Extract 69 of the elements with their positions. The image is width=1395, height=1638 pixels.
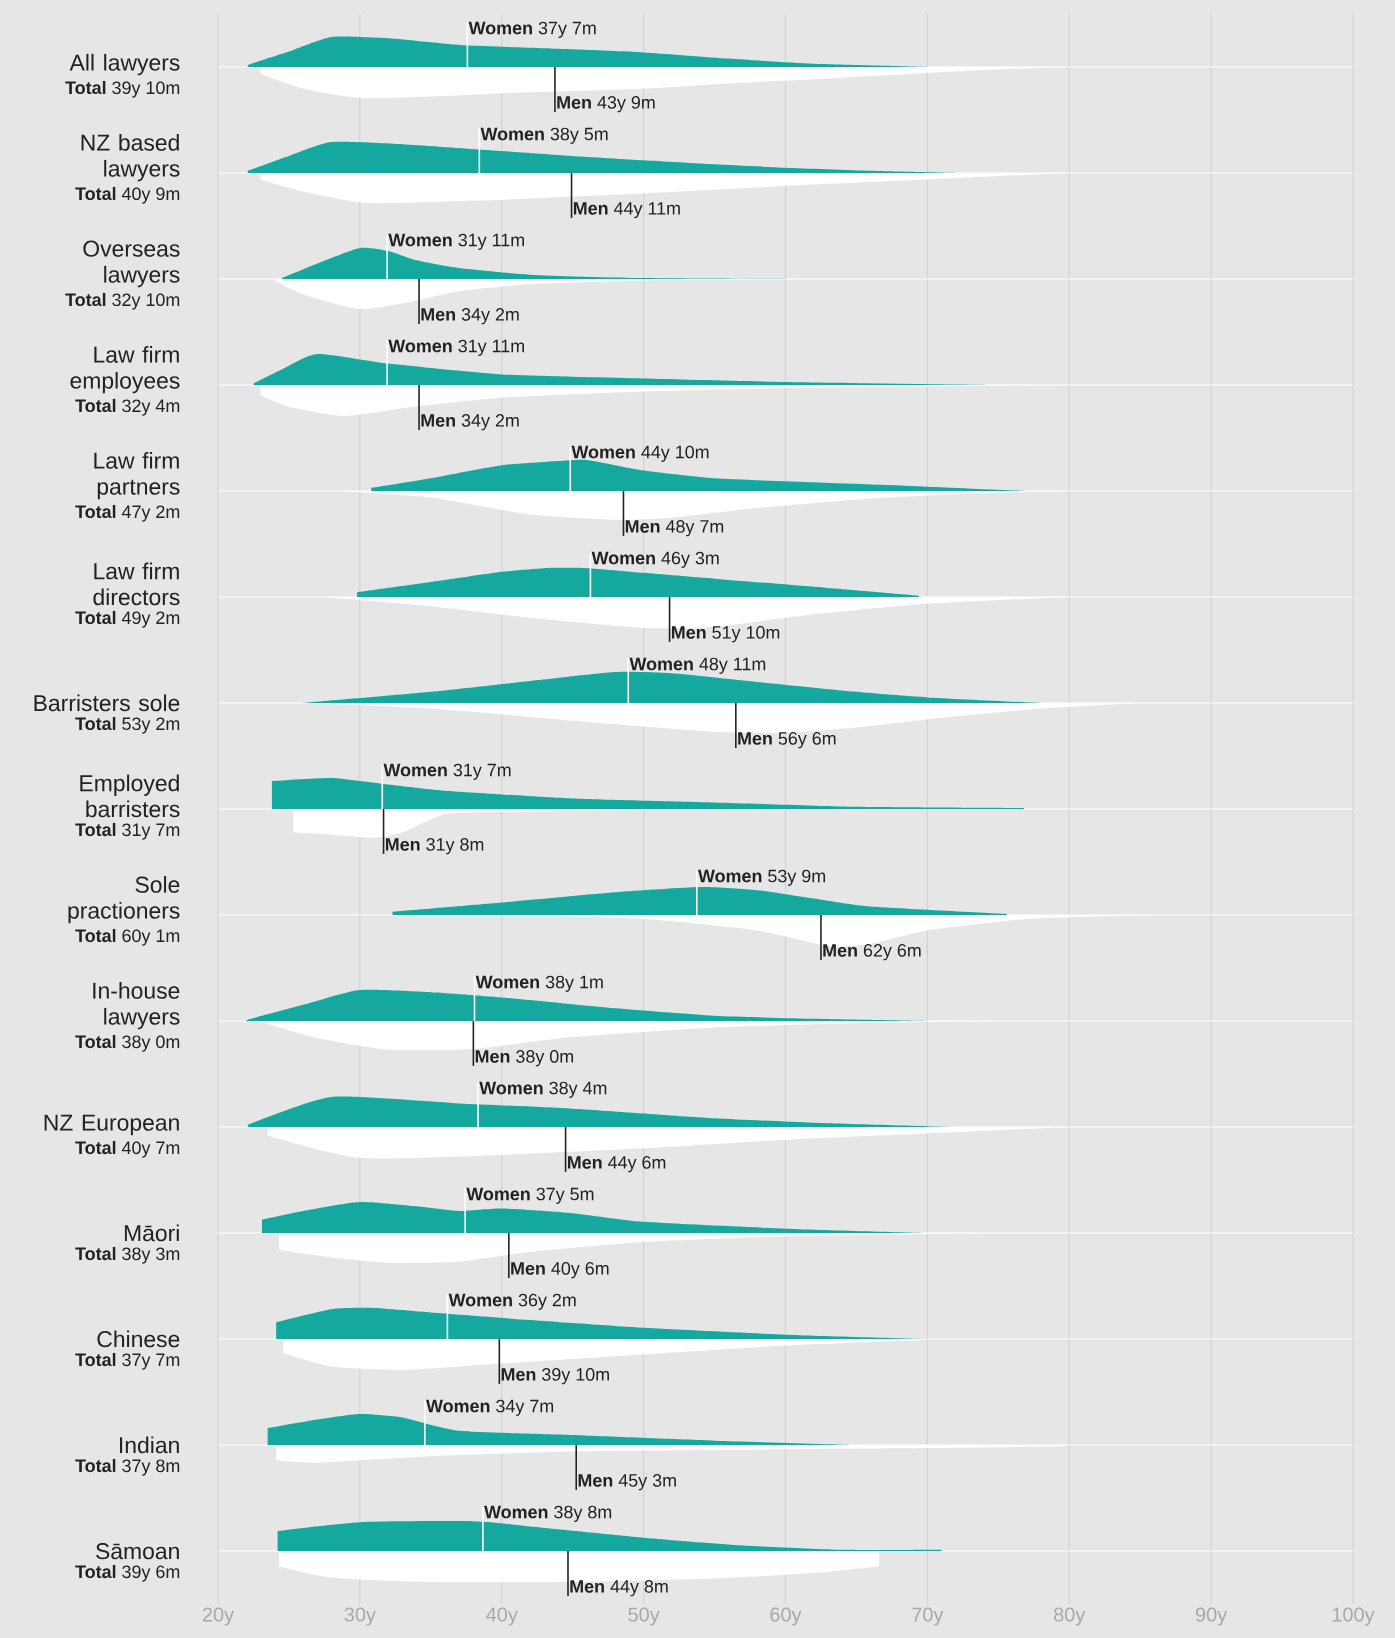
ref-line-label: Men 34y 2m bbox=[421, 308, 519, 325]
text: Total 32y 10m bbox=[65, 292, 180, 310]
text: Total 40y 9m bbox=[75, 186, 180, 204]
text: Indian bbox=[120, 1436, 179, 1454]
x-tick-label: 100y bbox=[1332, 1607, 1375, 1626]
text: All lawyers bbox=[69, 53, 180, 76]
ref-line-label: Women 31y 11m bbox=[388, 339, 524, 356]
chart-title: Law firm directors bbox=[93, 562, 180, 606]
text: Total 40y 7m bbox=[75, 1140, 180, 1158]
text: Total 38y 0m bbox=[75, 1034, 180, 1052]
ref-line-label: Women 37y 7m bbox=[468, 21, 596, 38]
text: Māori bbox=[124, 1224, 179, 1242]
ref-line-label: Men 44y 8m bbox=[570, 1580, 668, 1597]
ref-line-label: Men 43y 9m bbox=[557, 96, 655, 113]
text: Sāmoan bbox=[96, 1543, 179, 1560]
ref-line-label: Women 31y 11m bbox=[388, 233, 524, 250]
x-tick-label: 30y bbox=[344, 1607, 376, 1626]
ref-line-label: Women 38y 5m bbox=[480, 127, 608, 144]
ref-line-label: Men 31y 8m bbox=[385, 838, 484, 855]
ref-line-label: Men 44y 11m bbox=[573, 202, 680, 219]
text: Total 39y 10m bbox=[65, 80, 180, 98]
text: Total 60y 1m bbox=[75, 928, 180, 946]
x-tick-label: 60y bbox=[770, 1607, 802, 1626]
text: Total 53y 2m bbox=[75, 716, 180, 734]
text: Total 39y 6m bbox=[75, 1564, 180, 1582]
x-tick-label: 20y bbox=[202, 1607, 235, 1626]
chart-title: Sole practioners bbox=[68, 876, 180, 924]
text: Total 49y 2m bbox=[75, 610, 180, 628]
chart-title: In-house lawyers bbox=[93, 982, 180, 1030]
chart-title: Overseas lawyers bbox=[83, 240, 180, 288]
chart-title: Employed barristers bbox=[80, 774, 180, 818]
ref-line-label: Men 44y 6m bbox=[567, 1156, 666, 1173]
text: Chinese bbox=[97, 1330, 180, 1348]
ref-line-label: Men 40y 6m bbox=[511, 1262, 609, 1279]
text: Total 38y 3m bbox=[75, 1246, 180, 1264]
text: Total 37y 8m bbox=[75, 1458, 180, 1476]
ref-line-label: Men 56y 6m bbox=[738, 732, 836, 749]
ref-line-label: Men 34y 2m bbox=[421, 414, 519, 431]
x-tick-label: 40y bbox=[486, 1607, 518, 1626]
ref-line-label: Men 62y 6m bbox=[823, 944, 921, 961]
text: Total 31y 7m bbox=[75, 822, 180, 840]
ref-line-label: Men 39y 10m bbox=[501, 1368, 609, 1385]
text: Total 37y 7m bbox=[75, 1352, 180, 1370]
ref-line-label: Women 31y 7m bbox=[383, 763, 511, 780]
ref-line-label: Women 34y 7m bbox=[426, 1399, 554, 1416]
chart-title: NZ based lawyers bbox=[81, 133, 180, 182]
ref-line-label: Women 37y 5m bbox=[466, 1187, 594, 1204]
ref-line-label: Women 48y 11m bbox=[629, 657, 766, 674]
x-tick-label: 50y bbox=[628, 1607, 660, 1626]
chart-title: Law firm partners bbox=[94, 451, 180, 500]
ref-line-label: Men 51y 10m bbox=[671, 626, 780, 643]
ref-line-label: Women 46y 3m bbox=[591, 551, 719, 568]
text: NZ European bbox=[44, 1114, 179, 1136]
ref-line-label: Women 36y 2m bbox=[448, 1293, 576, 1310]
ref-line-label: Women 38y 8m bbox=[484, 1505, 612, 1522]
x-tick-label: 70y bbox=[912, 1607, 944, 1626]
ref-line-label: Women 44y 10m bbox=[571, 445, 709, 462]
ref-line-label: Men 45y 3m bbox=[578, 1474, 676, 1491]
chart-title: Law firm employees bbox=[70, 345, 180, 394]
text: Total 47y 2m bbox=[75, 504, 180, 522]
text: Total 32y 4m bbox=[75, 398, 180, 416]
text: Barristers sole bbox=[34, 694, 180, 712]
ref-line-label: Women 38y 4m bbox=[479, 1081, 607, 1098]
x-tick-label: 90y bbox=[1195, 1607, 1228, 1626]
ref-line-label: Women 53y 9m bbox=[698, 869, 826, 886]
x-tick-label: 80y bbox=[1054, 1607, 1086, 1626]
ref-line-label: Men 48y 7m bbox=[625, 520, 724, 537]
ref-line-label: Women 38y 1m bbox=[475, 975, 603, 992]
ref-line-label: Men 38y 0m bbox=[475, 1050, 574, 1067]
